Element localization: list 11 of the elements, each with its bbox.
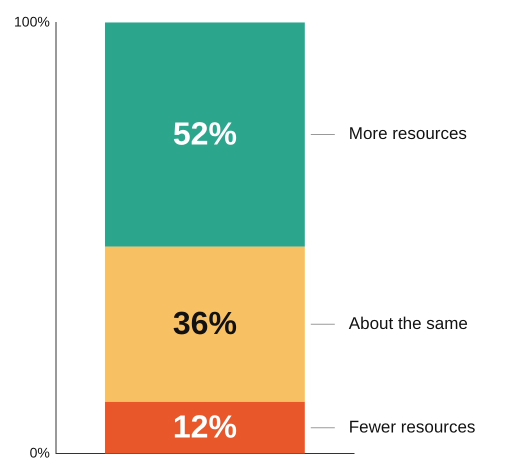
bar bbox=[105, 246, 305, 402]
data-label: 12% bbox=[172, 408, 237, 445]
y-tick-label: 0% bbox=[30, 444, 50, 460]
text: Fewer resources bbox=[348, 417, 476, 436]
data-label: 52% bbox=[172, 115, 237, 152]
text: More resources bbox=[348, 124, 467, 144]
data-label: 36% bbox=[172, 305, 237, 342]
y-tick-label: 100% bbox=[14, 13, 50, 30]
bar bbox=[105, 402, 305, 454]
bar bbox=[105, 22, 305, 247]
text: About the same bbox=[348, 314, 468, 333]
